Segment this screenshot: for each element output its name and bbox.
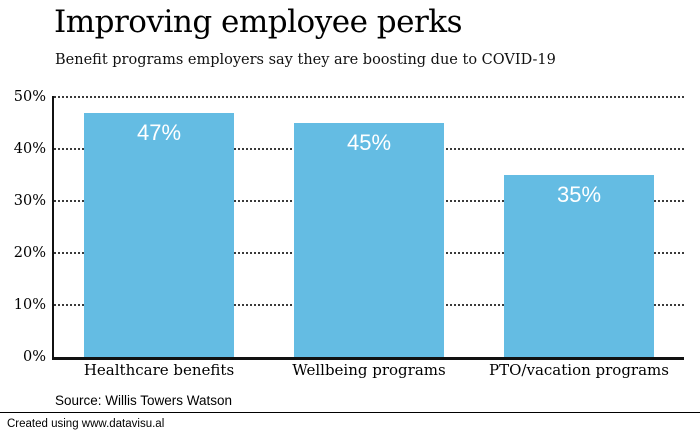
y-tick-label-40: 40% (13, 141, 46, 157)
credit-note: Created using www.datavisu.al (7, 418, 165, 430)
bar-chart-plot-area: 47% 45% 35% Healthcare benefits Wellbeing p… (52, 96, 684, 379)
source-note: Source: Willis Towers Watson (55, 393, 233, 408)
bar-pto-vacation-programs: 35% (504, 175, 654, 357)
y-tick-label-30: 30% (13, 193, 46, 209)
y-axis-tick-labels: 0% 10% 20% 30% 40% 50% (0, 89, 46, 365)
x-category-label-wellbeing-programs: Wellbeing programs (292, 361, 446, 379)
bar-value-label-pto-vacation-programs: 35% (556, 182, 602, 207)
bar-wellbeing-programs: 45% (294, 123, 444, 357)
y-tick-label-0: 0% (22, 349, 46, 365)
x-axis-line (52, 357, 684, 360)
x-category-label-pto-vacation-programs: PTO/vacation programs (489, 361, 669, 379)
bar-healthcare-benefits: 47% (84, 112, 234, 357)
y-tick-label-50: 50% (13, 89, 46, 105)
chart-title: Improving employee perks (54, 4, 462, 40)
x-category-label-healthcare-benefits: Healthcare benefits (83, 361, 235, 379)
y-axis-line (52, 96, 54, 360)
chart-subtitle: Benefit programs employers say they are … (55, 52, 556, 68)
bar-value-label-wellbeing-programs: 45% (346, 130, 392, 155)
y-tick-label-10: 10% (13, 297, 46, 313)
bar-value-label-healthcare-benefits: 47% (136, 119, 182, 145)
footer-divider (0, 412, 700, 413)
gridline-50 (54, 96, 684, 98)
y-tick-label-20: 20% (13, 245, 46, 261)
